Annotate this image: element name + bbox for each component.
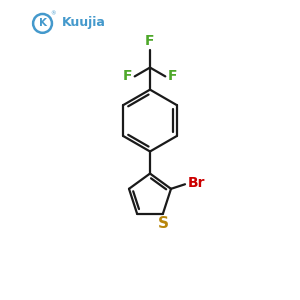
Text: Br: Br	[188, 176, 205, 190]
Text: F: F	[168, 69, 177, 83]
Text: F: F	[145, 34, 155, 48]
Text: ®: ®	[51, 11, 56, 16]
Text: Kuujia: Kuujia	[62, 16, 106, 29]
Text: F: F	[123, 69, 132, 83]
Text: K: K	[38, 18, 46, 28]
Text: S: S	[158, 216, 169, 231]
